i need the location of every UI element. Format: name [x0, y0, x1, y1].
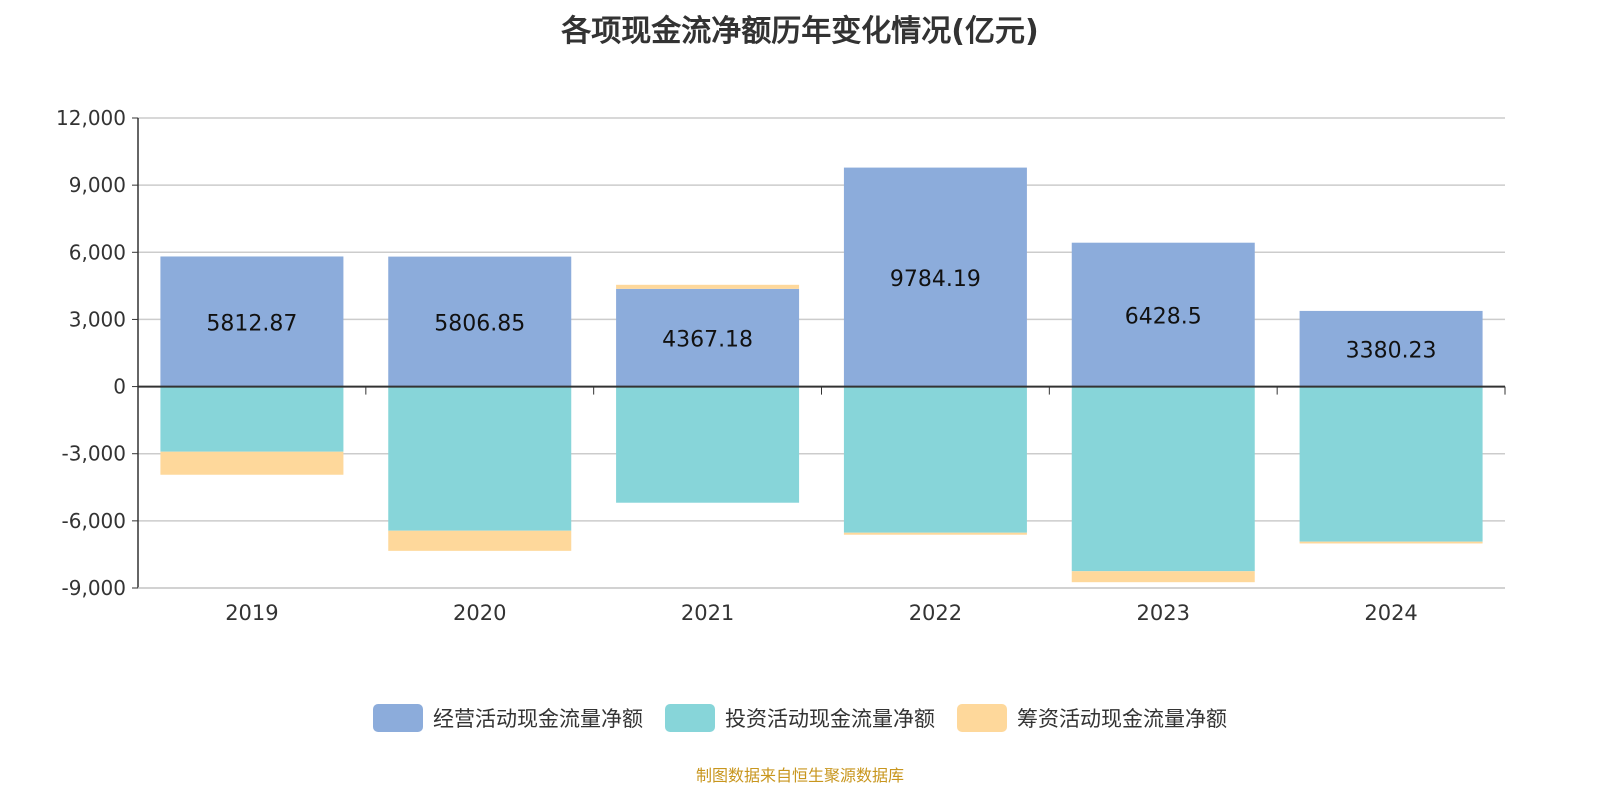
bar-2024-series-0: [1299, 310, 1483, 387]
x-tick-label: 2021: [681, 601, 734, 625]
legend-label: 筹资活动现金流量净额: [1017, 707, 1227, 731]
data-label: 3380.23: [1346, 339, 1437, 364]
bar-2019-series-2: [160, 451, 344, 475]
bar-2020-series-1: [388, 386, 572, 531]
chart-title: 各项现金流净额历年变化情况(亿元): [561, 14, 1039, 49]
y-tick-label: -6,000: [62, 509, 126, 533]
bar-2019-series-1: [160, 386, 344, 452]
legend-item-financing[interactable]: 筹资活动现金流量净额: [957, 703, 1227, 733]
legend-swatch: [957, 704, 1007, 732]
data-source-note: 制图数据来自恒生聚源数据库: [695, 766, 904, 785]
legend-item-investing[interactable]: 投资活动现金流量净额: [665, 703, 935, 733]
x-tick-label: 2022: [909, 601, 962, 625]
data-label: 9784.19: [890, 267, 981, 292]
bar-2019-series-0: [160, 256, 344, 387]
bar-2021-series-1: [616, 386, 800, 503]
bar-2023-series-1: [1071, 386, 1255, 572]
data-label: 4367.18: [662, 328, 753, 353]
x-tick-label: 2023: [1137, 601, 1190, 625]
y-tick-label: 9,000: [69, 173, 126, 197]
bar-2022-series-0: [843, 167, 1027, 387]
data-label: 5806.85: [434, 312, 525, 337]
bar-2022-series-2: [843, 532, 1027, 535]
y-tick-label: 12,000: [56, 106, 126, 130]
bar-2020-series-0: [388, 256, 572, 387]
legend-item-operating[interactable]: 经营活动现金流量净额: [373, 703, 643, 733]
data-label: 5812.87: [206, 312, 297, 337]
y-tick-label: 3,000: [69, 307, 126, 331]
y-tick-label: -9,000: [62, 576, 126, 600]
legend-swatch: [665, 704, 715, 732]
bar-2023-series-0: [1071, 242, 1255, 387]
x-tick-label: 2020: [453, 601, 506, 625]
bar-2024-series-1: [1299, 386, 1483, 542]
bar-2020-series-2: [388, 530, 572, 551]
bar-2021-series-0: [616, 288, 800, 387]
data-label: 6428.5: [1125, 305, 1202, 330]
x-tick-label: 2019: [225, 601, 278, 625]
bar-2024-series-2: [1299, 541, 1483, 544]
legend: 经营活动现金流量净额 投资活动现金流量净额 筹资活动现金流量净额: [0, 703, 1600, 733]
legend-label: 投资活动现金流量净额: [725, 707, 935, 731]
legend-swatch: [373, 704, 423, 732]
y-tick-label: 6,000: [69, 240, 126, 264]
bar-2022-series-1: [843, 386, 1027, 533]
legend-label: 经营活动现金流量净额: [433, 707, 643, 731]
stacked-bar-chart: 12,000 9,000 6,000 3,000 0 -3,000 -6,000 -9,000…: [56, 106, 1506, 625]
y-tick-label: -3,000: [62, 442, 126, 466]
bar-2021-series-2: [616, 284, 800, 289]
y-tick-label: 0: [113, 375, 126, 399]
bar-2023-series-2: [1071, 571, 1255, 583]
x-tick-label: 2024: [1364, 601, 1417, 625]
